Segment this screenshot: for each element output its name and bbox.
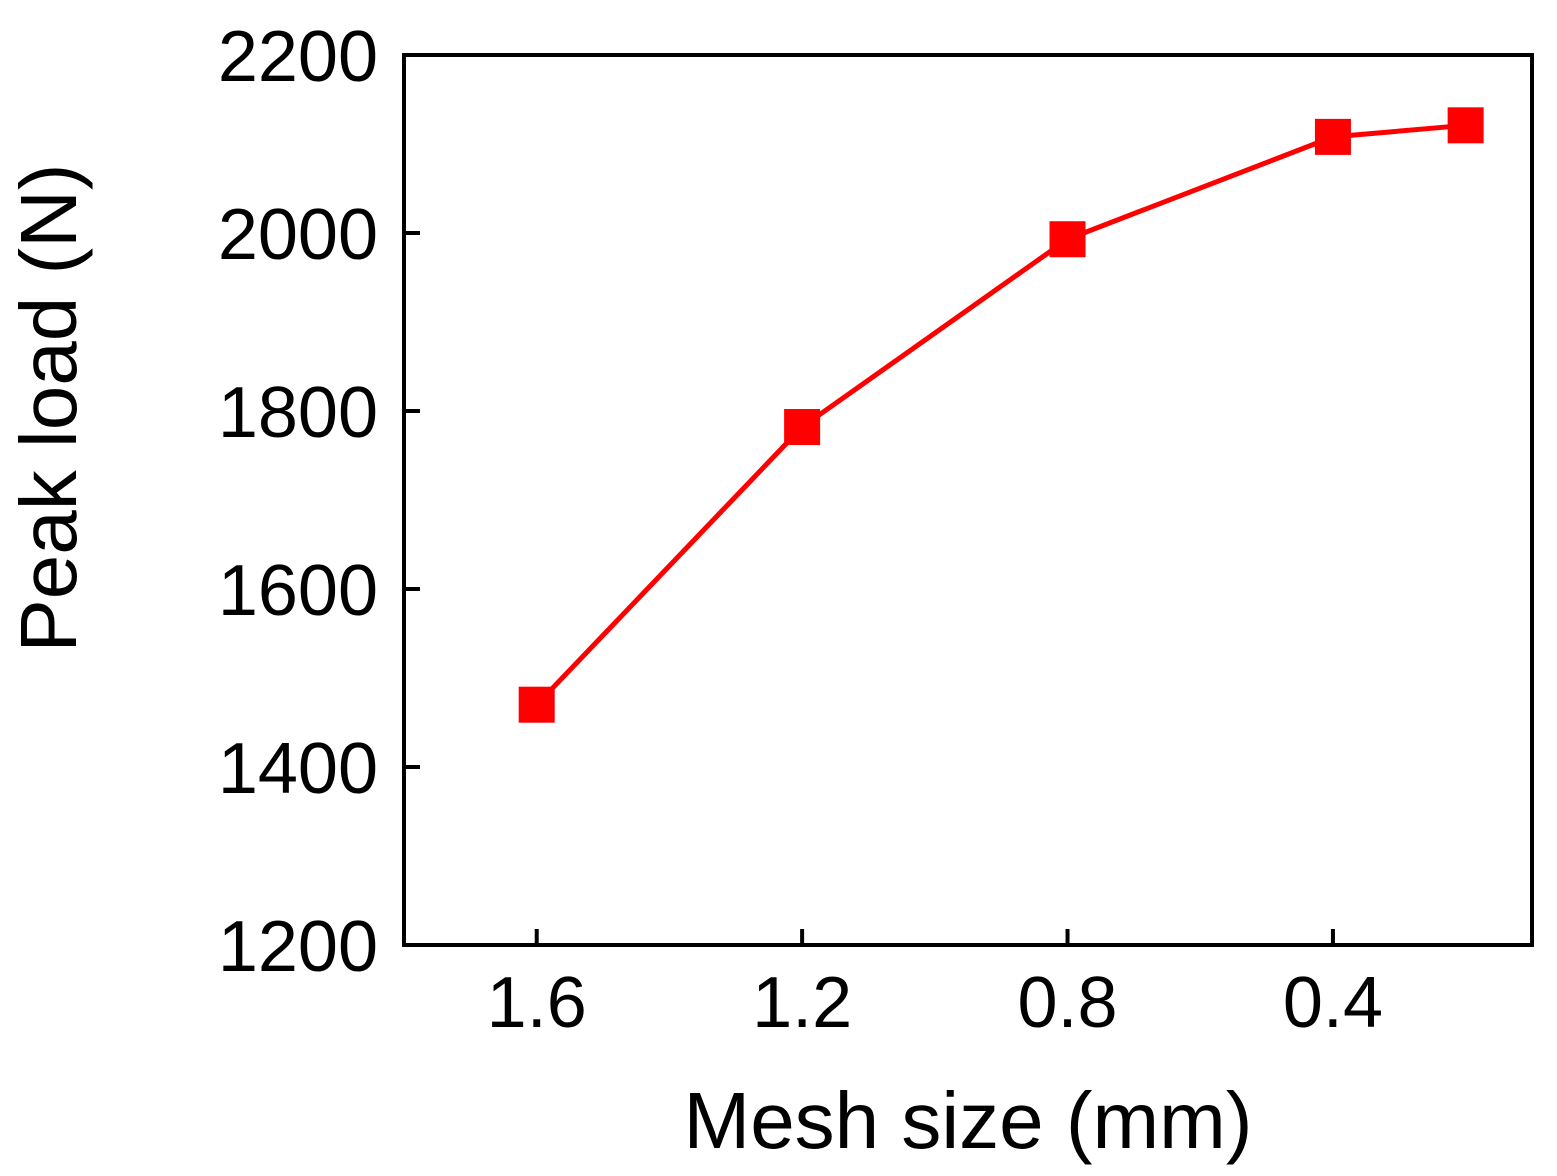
plot-area (402, 53, 1534, 947)
data-point (1447, 107, 1484, 144)
series-layer (518, 107, 1484, 723)
data-point (518, 686, 555, 723)
x-tick-label: 1.6 (487, 963, 587, 1043)
y-tick-label: 1600 (218, 551, 378, 631)
x-axis: 1.6 1.2 0.8 0.4 (487, 929, 1383, 1043)
x-tick-label: 0.8 (1017, 963, 1117, 1043)
data-point (784, 409, 821, 446)
plot-frame (402, 53, 1534, 947)
x-axis-title: Mesh size (mm) (684, 1076, 1253, 1165)
data-point (1314, 118, 1351, 155)
y-tick-label: 1800 (218, 373, 378, 453)
y-tick-label: 2200 (218, 17, 378, 97)
y-tick-label: 2000 (218, 195, 378, 275)
series-line (534, 122, 1466, 707)
x-tick-label: 0.4 (1283, 963, 1383, 1043)
y-axis-title: Peak load (N) (4, 163, 93, 652)
x-tick-label: 1.2 (752, 963, 852, 1043)
y-axis: 1200 1400 1600 1800 2000 2200 (218, 17, 420, 987)
y-tick-label: 1200 (218, 907, 378, 987)
y-tick-label: 1400 (218, 729, 378, 809)
data-point (1049, 221, 1086, 258)
